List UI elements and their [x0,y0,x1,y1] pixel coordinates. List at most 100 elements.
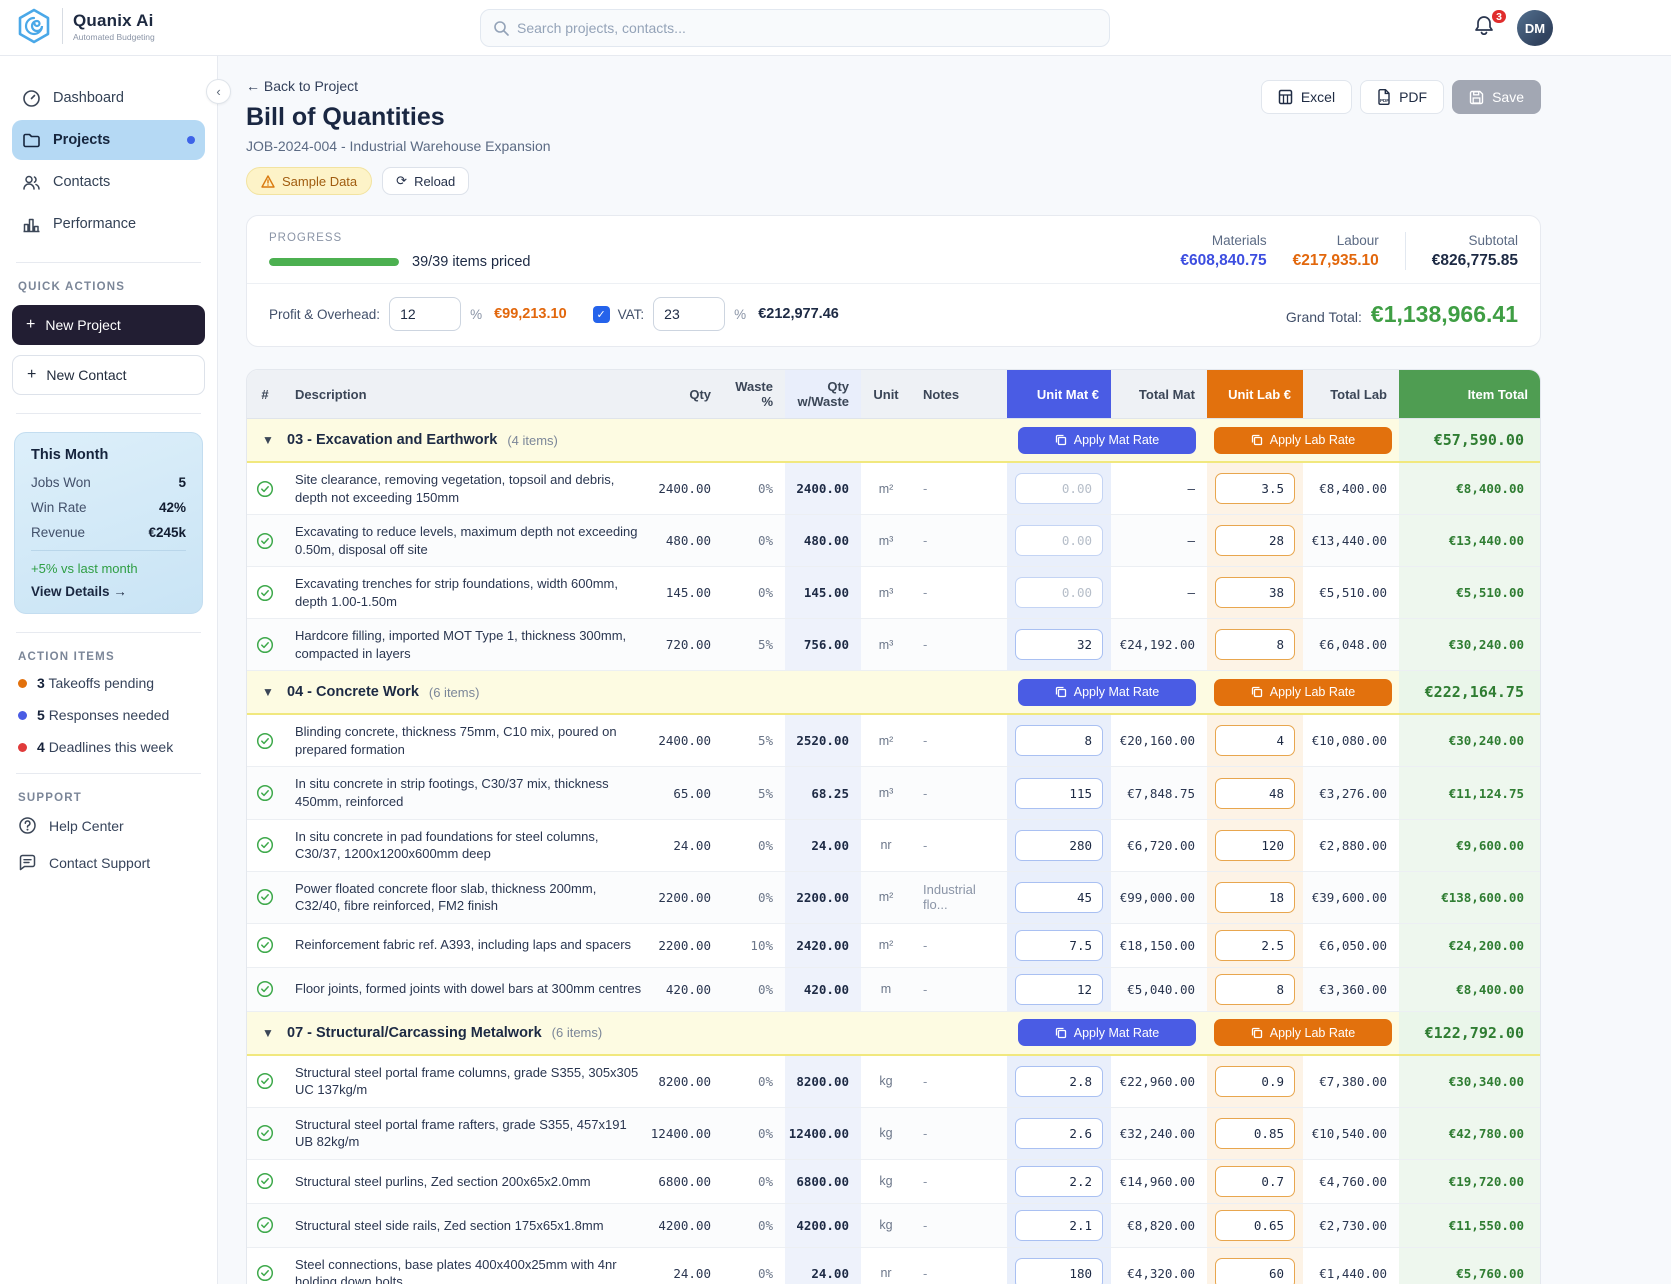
action-item-takeoffs[interactable]: 3 Takeoffs pending [18,675,199,691]
unit-mat-input[interactable] [1015,1258,1103,1284]
unit-mat-input[interactable] [1015,473,1103,504]
unit-lab-input[interactable] [1215,882,1295,913]
help-center-link[interactable]: Help Center [18,816,199,835]
save-button[interactable]: Save [1452,80,1541,114]
unit-mat-input[interactable] [1015,1166,1103,1197]
unit-mat-input[interactable] [1015,930,1103,961]
copy-icon [1251,686,1263,698]
sidebar-collapse-button[interactable]: ‹ [206,79,231,104]
vat-checkbox[interactable]: ✓ [593,306,610,323]
unit-mat-input[interactable] [1015,1210,1103,1241]
item-notes: - [911,767,1007,818]
item-unit: m² [861,715,911,766]
unit-mat-input[interactable] [1015,577,1103,608]
unit-mat-cell [1007,1248,1111,1284]
col-qty: Qty [649,370,723,418]
unit-lab-input[interactable] [1215,930,1295,961]
apply-mat-rate-button[interactable]: Apply Mat Rate [1018,1019,1196,1046]
apply-mat-rate-button[interactable]: Apply Mat Rate [1018,679,1196,706]
unit-lab-input[interactable] [1215,525,1295,556]
item-total-mat: €24,192.00 [1111,619,1207,670]
back-to-project-link[interactable]: ← Back to Project [246,78,551,94]
unit-lab-input[interactable] [1215,974,1295,1005]
export-pdf-button[interactable]: PDF PDF [1360,80,1444,114]
section-items-count: (6 items) [552,1025,603,1040]
item-unit: m² [861,924,911,967]
chevron-down-icon[interactable]: ▼ [259,685,277,699]
apply-lab-rate-button[interactable]: Apply Lab Rate [1214,679,1392,706]
item-total: €42,780.00 [1399,1108,1540,1159]
unit-mat-cell [1007,1160,1111,1203]
unit-mat-input[interactable] [1015,629,1103,660]
unit-lab-input[interactable] [1215,473,1295,504]
search-input[interactable] [517,20,1097,36]
table-row: Structural steel portal frame rafters, g… [247,1108,1540,1160]
divider [16,413,201,414]
unit-lab-input[interactable] [1215,577,1295,608]
action-item-responses[interactable]: 5 Responses needed [18,707,199,723]
reload-button[interactable]: ⟳ Reload [382,167,469,195]
unit-mat-input[interactable] [1015,1066,1103,1097]
view-details-link[interactable]: View Details → [31,584,186,599]
sidebar-item-performance[interactable]: Performance [12,204,205,244]
sidebar-item-contacts[interactable]: Contacts [12,162,205,202]
sidebar-item-label: Performance [53,216,136,232]
chevron-down-icon[interactable]: ▼ [259,1026,277,1040]
item-total: €30,240.00 [1399,619,1540,670]
unit-lab-input[interactable] [1215,629,1295,660]
unit-mat-input[interactable] [1015,725,1103,756]
item-qty: 2200.00 [649,924,723,967]
unit-mat-input[interactable] [1015,882,1103,913]
unit-lab-input[interactable] [1215,1066,1295,1097]
unit-lab-input[interactable] [1215,1210,1295,1241]
item-unit: m² [861,872,911,923]
unit-mat-input[interactable] [1015,974,1103,1005]
apply-mat-rate-button[interactable]: Apply Mat Rate [1018,427,1196,454]
contact-support-link[interactable]: Contact Support [18,853,199,872]
user-avatar[interactable]: DM [1517,10,1553,46]
item-total: €138,600.00 [1399,872,1540,923]
item-notes: - [911,619,1007,670]
unit-lab-input[interactable] [1215,778,1295,809]
apply-lab-rate-button[interactable]: Apply Lab Rate [1214,427,1392,454]
new-contact-button[interactable]: + New Contact [12,355,205,395]
unit-lab-input[interactable] [1215,1118,1295,1149]
unit-mat-cell [1007,1204,1111,1247]
sidebar-item-projects[interactable]: Projects [12,120,205,160]
item-total-lab: €1,440.00 [1303,1248,1399,1284]
item-waste-pct: 10% [723,924,785,967]
unit-mat-input[interactable] [1015,830,1103,861]
unit-mat-cell [1007,872,1111,923]
global-search[interactable] [480,9,1110,47]
item-description: Power floated concrete floor slab, thick… [283,872,649,923]
item-total-lab: €7,380.00 [1303,1056,1399,1107]
chevron-down-icon[interactable]: ▼ [259,433,277,447]
unit-lab-input[interactable] [1215,830,1295,861]
unit-mat-input[interactable] [1015,778,1103,809]
profit-overhead-input[interactable] [389,297,461,331]
item-qty-with-waste: 2520.00 [785,715,861,766]
section-items-count: (6 items) [429,685,480,700]
copy-icon [1251,434,1263,446]
unit-mat-cell [1007,715,1111,766]
item-description: Excavating to reduce levels, maximum dep… [283,515,649,566]
notifications-button[interactable]: 3 [1473,14,1501,42]
item-qty-with-waste: 4200.00 [785,1204,861,1247]
item-qty-with-waste: 2400.00 [785,463,861,514]
vat-input[interactable] [653,297,725,331]
unit-lab-input[interactable] [1215,1258,1295,1284]
unit-lab-input[interactable] [1215,1166,1295,1197]
item-qty: 12400.00 [649,1108,723,1159]
sidebar-item-dashboard[interactable]: Dashboard [12,78,205,118]
table-row: In situ concrete in pad foundations for … [247,820,1540,872]
priced-check-icon [256,1072,274,1090]
new-project-button[interactable]: + New Project [12,305,205,345]
unit-mat-input[interactable] [1015,1118,1103,1149]
unit-mat-input[interactable] [1015,525,1103,556]
export-excel-button[interactable]: Excel [1261,80,1352,114]
section-title: 04 - Concrete Work [287,684,419,700]
item-unit: kg [861,1108,911,1159]
unit-lab-input[interactable] [1215,725,1295,756]
action-item-deadlines[interactable]: 4 Deadlines this week [18,739,199,755]
apply-lab-rate-button[interactable]: Apply Lab Rate [1214,1019,1392,1046]
